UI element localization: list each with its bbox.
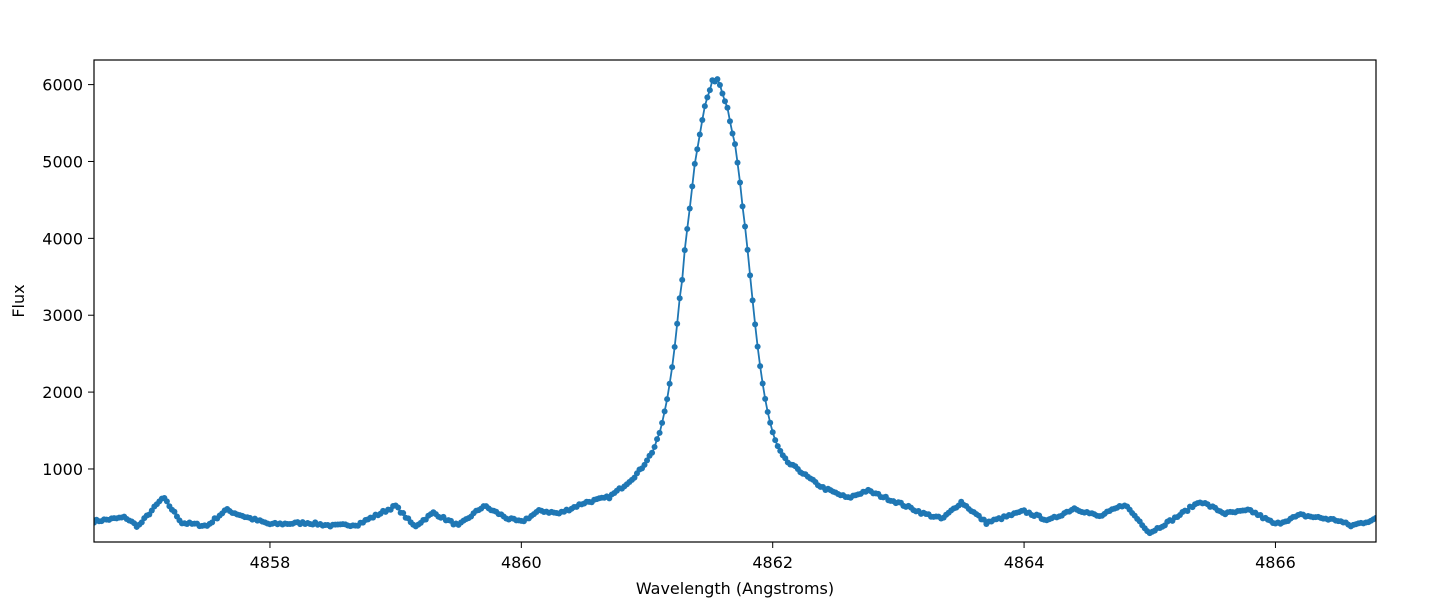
plot-frame [93,59,1377,543]
data-point [704,94,711,101]
data-point [684,225,691,232]
data-point [1373,514,1376,521]
y-tick-label: 5000 [42,152,83,171]
data-point [671,343,678,350]
data-point [163,498,170,505]
data-point [651,443,658,450]
series-layer [94,76,1376,537]
data-point [769,429,776,436]
data-point [749,297,756,304]
data-point [714,76,721,83]
data-point [701,103,708,110]
data-point [721,98,728,105]
data-point [747,272,754,279]
data-point [762,395,769,402]
x-tick-label: 4866 [1255,553,1296,572]
data-point [739,203,746,210]
data-point [729,130,736,137]
data-point [706,87,713,94]
data-point [767,419,774,426]
data-point [719,90,726,97]
x-tick-label: 4864 [1004,553,1045,572]
data-point [724,104,731,111]
data-point [696,131,703,138]
data-point [772,437,779,444]
series-markers [94,76,1376,537]
y-tick-label: 3000 [42,306,83,325]
data-point [656,429,663,436]
x-tick-label: 4862 [752,553,793,572]
data-point [644,457,651,464]
data-point [641,461,648,468]
data-point [674,320,681,327]
data-point [694,146,701,153]
data-point [395,504,402,511]
data-point [737,179,744,186]
y-tick-label: 4000 [42,229,83,248]
data-point [716,81,723,88]
data-point [764,408,771,415]
x-tick-label: 4858 [250,553,291,572]
data-point [732,141,738,148]
data-point [649,449,656,456]
y-tick-label: 2000 [42,383,83,402]
data-point [752,321,759,328]
y-axis: 1000 2000 3000 4000 5000 6000 [42,76,94,479]
data-point [980,516,987,523]
data-point [669,364,676,371]
data-point [689,183,696,190]
data-point [666,380,673,387]
y-tick-label: 6000 [42,76,83,95]
data-point [774,443,781,450]
data-point [691,160,698,167]
data-point [1184,508,1191,515]
data-point [676,295,683,302]
data-point [726,118,733,125]
data-point [686,205,693,212]
data-point [754,343,761,350]
data-point [734,159,741,166]
x-axis: 4858 4860 4862 4864 4866 [250,542,1296,572]
data-point [759,380,766,387]
data-point [664,396,671,403]
data-point [661,408,668,415]
data-point [679,276,686,283]
data-point [654,436,661,443]
y-axis-label: Flux [9,284,28,317]
data-point [744,246,751,253]
data-point [742,223,749,230]
data-point [171,508,178,515]
data-point [681,247,688,254]
data-point [699,116,706,123]
data-point [757,363,764,370]
data-point [659,419,666,426]
data-point [400,510,407,517]
y-tick-label: 1000 [42,460,83,479]
x-tick-label: 4860 [501,553,542,572]
x-axis-label: Wavelength (Angstroms) [636,579,834,598]
